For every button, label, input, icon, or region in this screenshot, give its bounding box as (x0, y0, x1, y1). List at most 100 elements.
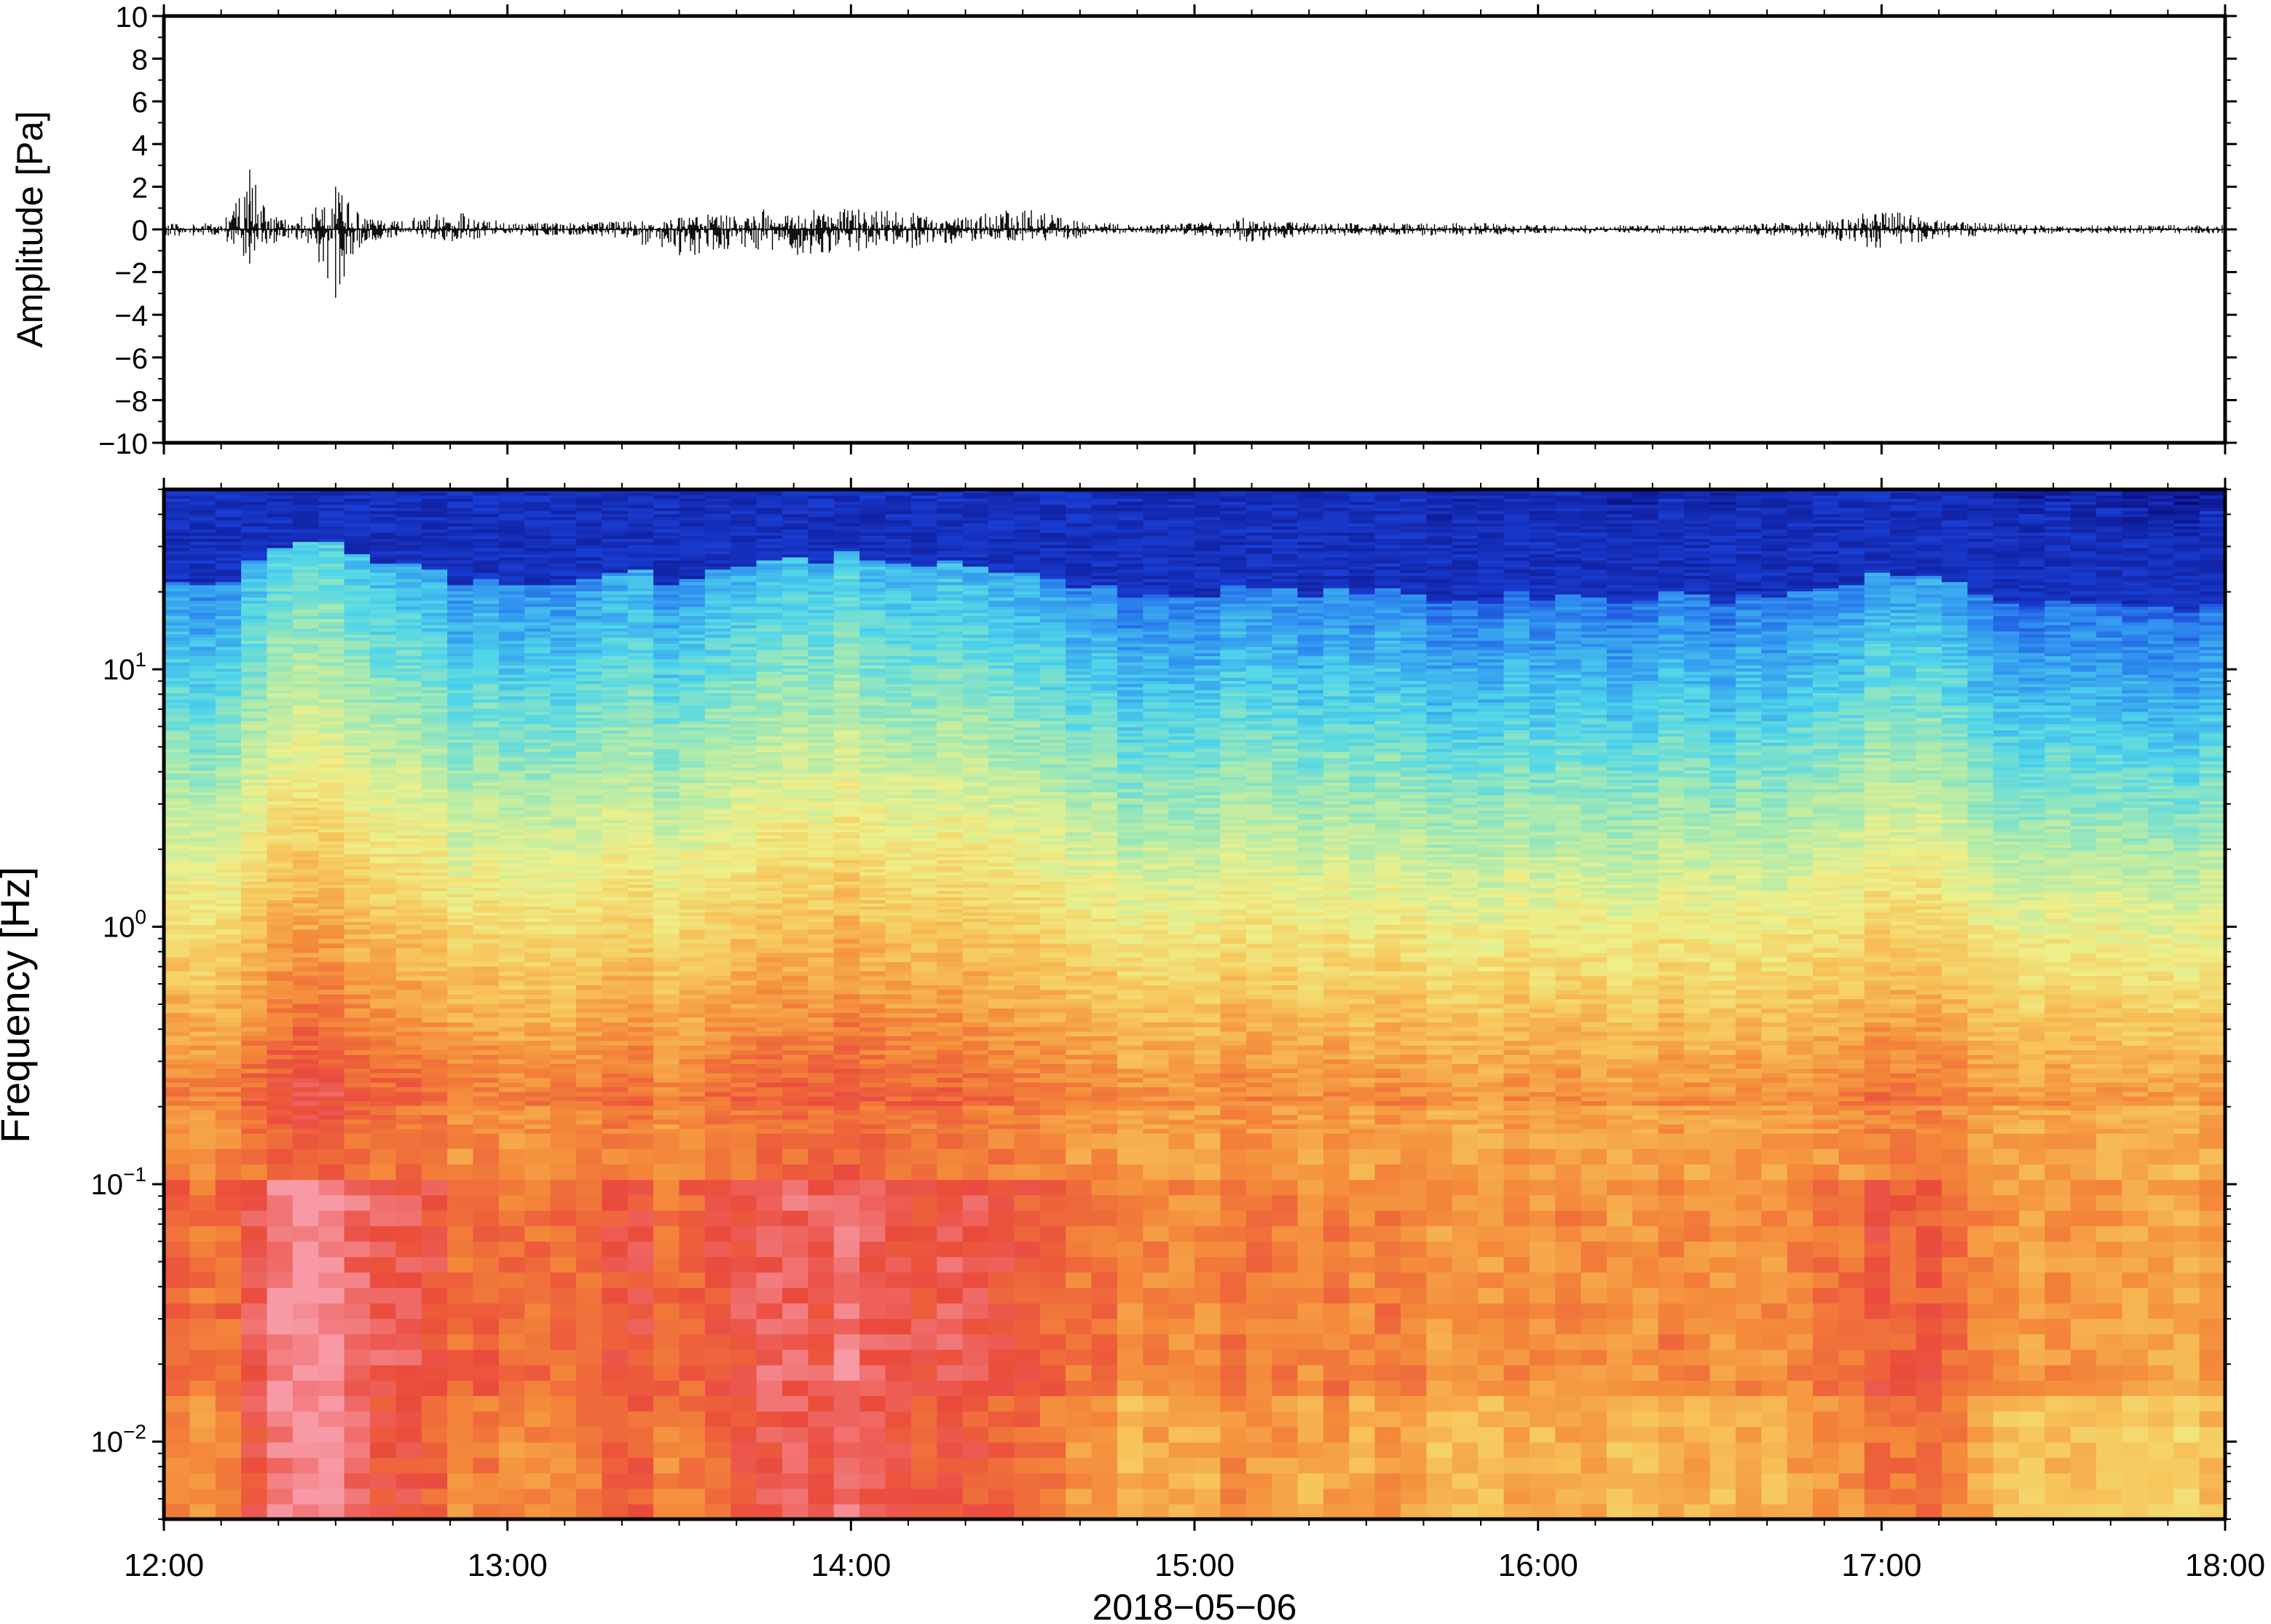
spectrogram-cell (318, 1040, 345, 1046)
spectrogram-cell (344, 498, 371, 502)
spectrogram-cell (344, 628, 371, 632)
spectrogram-cell (241, 609, 268, 613)
spectrogram-cell (679, 869, 706, 873)
spectrogram-cell (344, 773, 371, 777)
spectrogram-cell (164, 658, 191, 663)
spectrogram-cell (550, 785, 577, 789)
spectrogram-cell (164, 1044, 191, 1051)
spectrogram-cell (627, 538, 654, 543)
spectrogram-cell (292, 726, 320, 730)
spectrogram-cell (344, 492, 371, 496)
spectrogram-cell (627, 551, 654, 555)
spectrogram-cell (653, 881, 680, 885)
spectrogram-cell (447, 1012, 474, 1018)
spectrogram-cell (267, 1109, 294, 1116)
spectrogram-cell (576, 612, 603, 616)
spectrogram-cell (318, 588, 345, 591)
spectrogram-cell (704, 909, 732, 913)
spectrogram-cell (731, 773, 757, 777)
spectrogram-cell (215, 653, 242, 657)
spectrogram-cell (627, 1488, 654, 1505)
spectrogram-cell (550, 621, 577, 626)
spectrogram-cell (653, 1148, 680, 1164)
spectrogram-cell (421, 952, 448, 958)
spectrogram-cell (318, 906, 345, 910)
spectrogram-cell (447, 736, 474, 740)
spectrogram-cell (292, 649, 320, 653)
spectrogram-cell (447, 1087, 474, 1092)
spectrogram-cell (215, 1091, 242, 1097)
spectrogram-cell (576, 1007, 603, 1014)
spectrogram-cell (498, 1179, 526, 1196)
spectrogram-cell (576, 1030, 603, 1036)
spectrogram-cell (447, 906, 474, 910)
spectrogram-cell (241, 837, 268, 842)
spectrogram-cell (447, 563, 474, 567)
spectrogram-cell (498, 770, 526, 774)
spectrogram-cell (550, 1026, 577, 1032)
spectrogram-cell (164, 643, 191, 647)
spectrogram-cell (498, 1272, 526, 1288)
spectrogram-cell (679, 788, 706, 792)
spectrogram-cell (344, 767, 371, 771)
spectrogram-cell (267, 1411, 294, 1427)
spectrogram-cell (421, 807, 448, 811)
spectrogram-cell (164, 532, 191, 536)
spectrogram-cell (576, 1132, 603, 1149)
spectrogram-cell (550, 609, 577, 613)
spectrogram-cell (576, 909, 603, 913)
spectrogram-cell (524, 538, 551, 543)
spectrogram-cell (189, 1488, 216, 1505)
spectrogram-cell (498, 636, 526, 641)
spectrogram-cell (241, 947, 268, 953)
spectrogram-cell (292, 606, 320, 610)
spectrogram-cell (189, 671, 216, 675)
spectrogram-cell (550, 998, 577, 1004)
spectrogram-cell (241, 529, 268, 533)
spectrogram-cell (602, 832, 629, 836)
spectrogram-cell (679, 526, 706, 530)
spectrogram-cell (421, 575, 448, 580)
spectrogram-cell (704, 1411, 732, 1427)
spectrogram-cell (215, 862, 242, 867)
spectrogram-cell (215, 915, 242, 919)
spectrogram-cell (318, 1303, 345, 1320)
spectrogram-cell (550, 971, 577, 977)
spectrogram-cell (447, 782, 474, 787)
spectrogram-cell (267, 779, 294, 783)
spectrogram-cell (576, 1272, 603, 1288)
spectrogram-cell (164, 1081, 191, 1087)
spectrogram-cell (395, 929, 422, 934)
spectrogram-cell (215, 591, 242, 595)
spectrogram-cell (498, 677, 526, 682)
spectrogram-cell (524, 726, 551, 730)
spectrogram-cell (241, 504, 268, 508)
spectrogram-cell (344, 800, 371, 805)
spectrogram-cell (395, 1426, 422, 1443)
spectrogram-cell (550, 559, 577, 564)
spectrogram-cell (241, 828, 268, 832)
spectrogram-cell (550, 1091, 577, 1097)
spectrogram-cell (731, 1349, 757, 1365)
spectrogram-cell (524, 810, 551, 814)
spectrogram-cell (653, 507, 680, 511)
spectrogram-cell (267, 581, 294, 586)
spectrogram-cell (498, 929, 526, 934)
spectrogram-cell (704, 952, 732, 958)
spectrogram-cell (267, 578, 294, 583)
spectrogram-cell (498, 612, 526, 616)
spectrogram-cell (370, 494, 397, 499)
spectrogram-cell (344, 726, 371, 730)
spectrogram-cell (627, 813, 654, 817)
spectrogram-cell (653, 819, 680, 824)
spectrogram-cell (344, 985, 371, 990)
spectrogram-cell (318, 646, 345, 650)
spectrogram-cell (318, 742, 345, 746)
spectrogram-cell (395, 600, 422, 604)
spectrogram-cell (267, 989, 294, 995)
spectrogram-cell (370, 693, 397, 697)
spectrogram-cell (627, 947, 654, 953)
spectrogram-cell (164, 1091, 191, 1097)
spectrogram-cell (524, 621, 551, 626)
spectrogram-cell (189, 748, 216, 752)
